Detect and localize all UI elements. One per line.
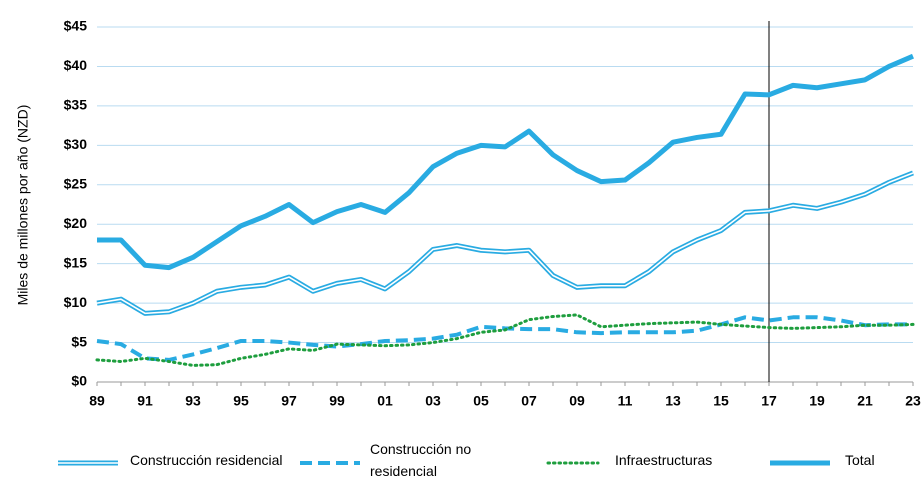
y-tick-label: $35 bbox=[64, 97, 88, 113]
x-tick-label: 03 bbox=[425, 393, 441, 409]
y-tick-label: $30 bbox=[64, 136, 88, 152]
legend-label-box: Construcción residencial bbox=[130, 452, 283, 468]
x-tick-label: 11 bbox=[618, 393, 633, 409]
series-line bbox=[95, 313, 915, 367]
x-tick-label: 89 bbox=[89, 393, 105, 409]
y-tick-label: $20 bbox=[64, 215, 88, 231]
x-tick-label: 99 bbox=[329, 393, 345, 409]
x-tick-label: 09 bbox=[569, 393, 585, 409]
x-tick-label: 23 bbox=[905, 393, 921, 409]
legend-label-box: Total bbox=[845, 452, 875, 468]
legend-label: Construcción no residencial bbox=[370, 441, 472, 479]
x-tick-label: 13 bbox=[665, 393, 681, 409]
y-tick-label: $5 bbox=[71, 333, 87, 349]
x-tick-label: 07 bbox=[521, 393, 537, 409]
x-tick-label: 97 bbox=[281, 393, 297, 409]
x-tick-label: 19 bbox=[809, 393, 825, 409]
y-tick-label: $45 bbox=[64, 18, 88, 34]
x-tick-label: 05 bbox=[473, 393, 489, 409]
y-tick-label: $25 bbox=[64, 175, 88, 191]
legend-label: Infraestructuras bbox=[615, 452, 713, 468]
y-tick-label: $10 bbox=[64, 294, 88, 310]
series-line bbox=[96, 315, 913, 362]
x-tick-label: 15 bbox=[713, 393, 729, 409]
y-tick-label: $40 bbox=[64, 57, 88, 73]
series-line-inner bbox=[96, 172, 914, 315]
x-tick-label: 21 bbox=[857, 393, 873, 409]
y-tick-label: $15 bbox=[64, 254, 88, 270]
x-tick-label: 91 bbox=[137, 393, 153, 409]
y-tick-label: $0 bbox=[71, 373, 87, 389]
legend-label: Total bbox=[845, 452, 875, 468]
x-tick-label: 95 bbox=[233, 393, 249, 409]
y-axis-label: Miles de millones por año (NZD) bbox=[15, 105, 31, 306]
legend-label-box: Infraestructuras bbox=[615, 452, 713, 468]
x-tick-label: 01 bbox=[377, 393, 393, 409]
series-line bbox=[96, 170, 914, 316]
x-tick-label: 17 bbox=[761, 393, 777, 409]
x-tick-label: 93 bbox=[185, 393, 201, 409]
legend-label: Construcción residencial bbox=[130, 452, 283, 468]
series-line bbox=[97, 53, 914, 271]
legend-label-box: Construcción no residencial bbox=[370, 441, 472, 479]
